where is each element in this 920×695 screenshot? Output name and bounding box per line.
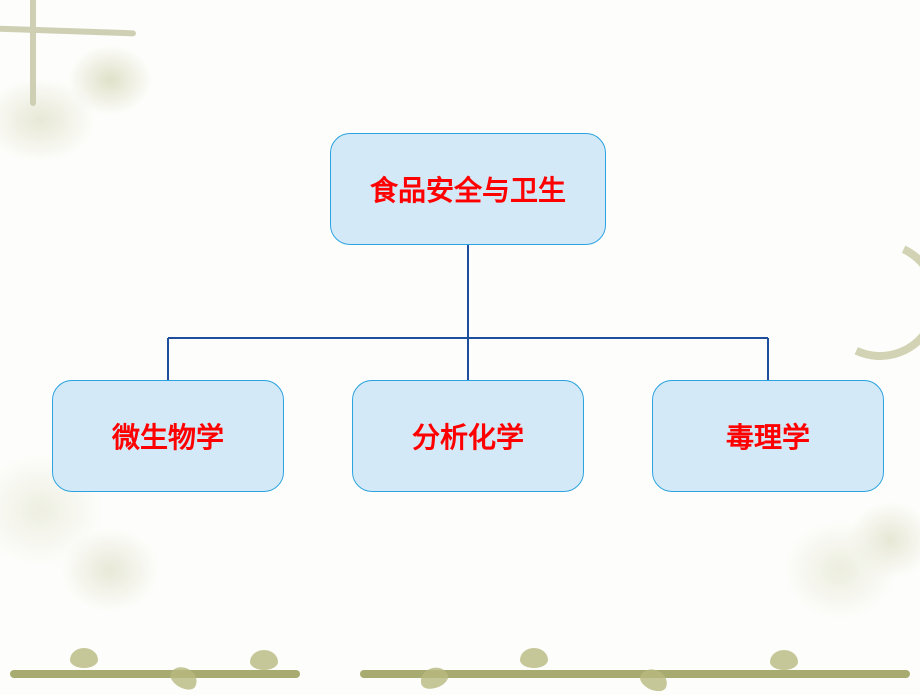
- child-node-1: 微生物学: [52, 380, 284, 492]
- child-node-1-label: 微生物学: [112, 416, 224, 456]
- child-node-2-label: 分析化学: [412, 416, 524, 456]
- connector-lines: [0, 0, 920, 690]
- child-node-3: 毒理学: [652, 380, 884, 492]
- child-node-2: 分析化学: [352, 380, 584, 492]
- root-node-label: 食品安全与卫生: [370, 169, 566, 209]
- root-node: 食品安全与卫生: [330, 133, 606, 245]
- child-node-3-label: 毒理学: [726, 416, 810, 456]
